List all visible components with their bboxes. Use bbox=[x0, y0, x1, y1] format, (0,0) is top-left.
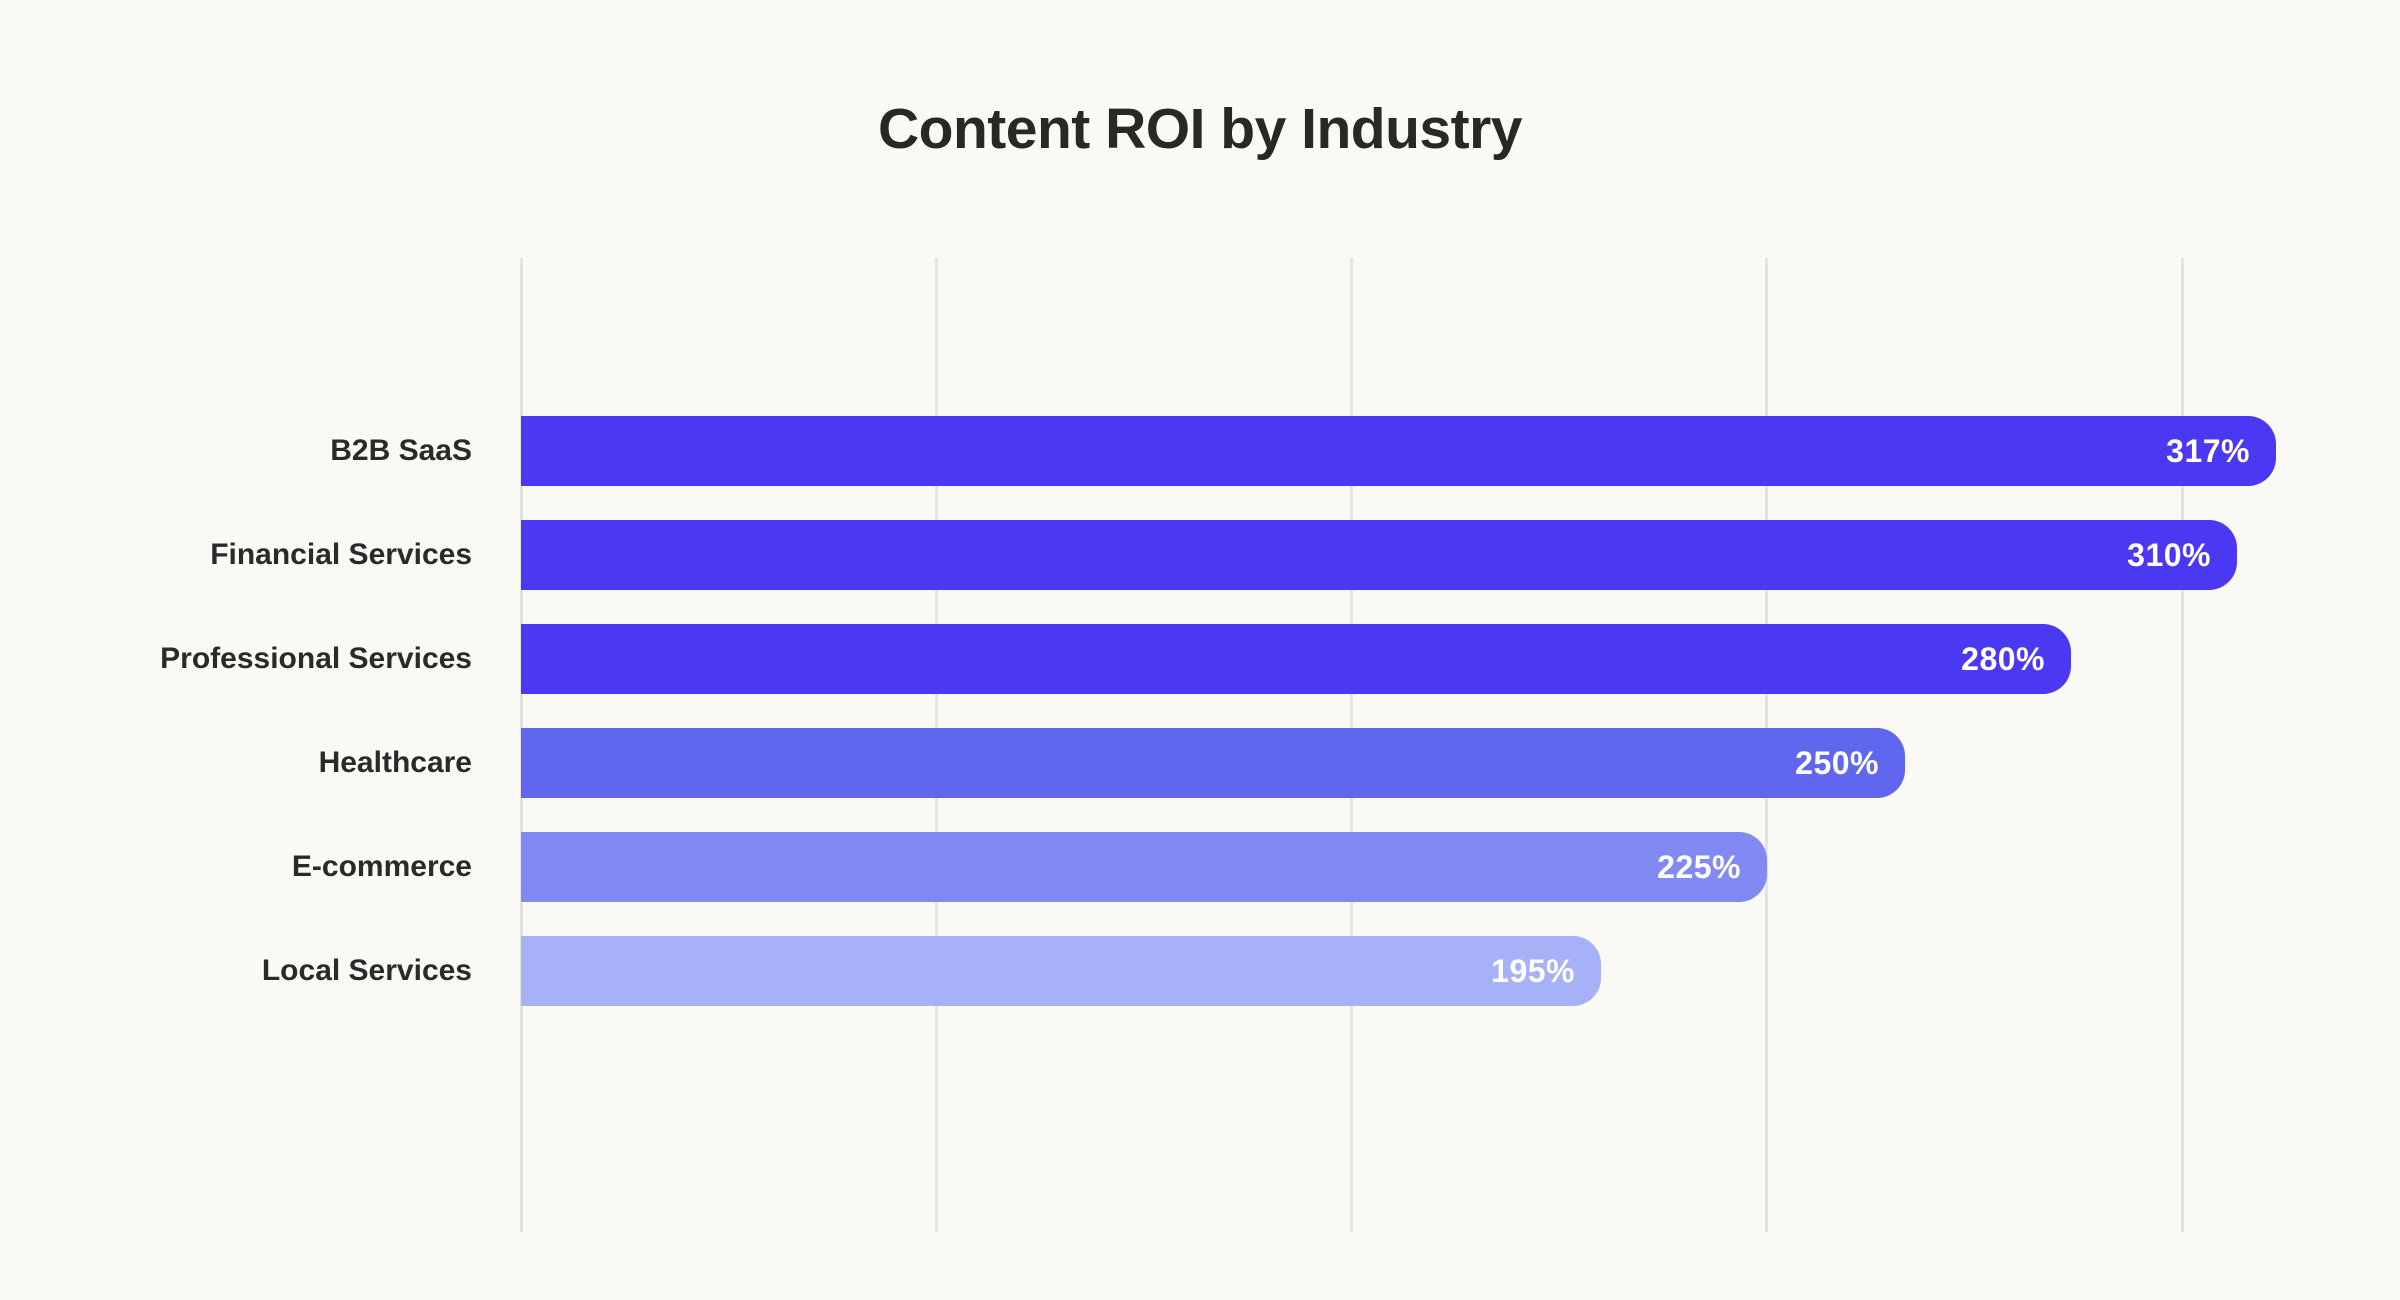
bar-row: Professional Services 280% bbox=[160, 624, 2400, 694]
bar: 310% bbox=[521, 520, 2237, 590]
category-label: B2B SaaS bbox=[330, 434, 472, 467]
bar-row: E-commerce 225% bbox=[292, 832, 2400, 902]
category-label: Healthcare bbox=[318, 746, 472, 779]
bar: 317% bbox=[521, 416, 2276, 486]
plot-area: B2B SaaS 317% Financial Services 310% Profes… bbox=[160, 258, 2400, 1232]
value-label: 250% bbox=[1795, 744, 1879, 781]
bar-row: Healthcare 250% bbox=[319, 728, 2400, 798]
value-label: 280% bbox=[1961, 640, 2045, 677]
category-label: Professional Services bbox=[160, 642, 472, 675]
category-label: Local Services bbox=[261, 954, 472, 987]
gridline bbox=[2180, 258, 2184, 1232]
bar-row: Financial Services 310% bbox=[210, 520, 2400, 590]
bar: 250% bbox=[521, 728, 1905, 798]
chart-title: Content ROI by Industry bbox=[878, 97, 1523, 161]
bar: 195% bbox=[521, 936, 1601, 1006]
value-label: 195% bbox=[1491, 952, 1575, 989]
bar: 225% bbox=[521, 832, 1767, 902]
bar-row: B2B SaaS 317% bbox=[330, 416, 2400, 486]
category-label: Financial Services bbox=[210, 538, 472, 571]
value-label: 225% bbox=[1657, 848, 1741, 885]
value-label: 317% bbox=[2166, 432, 2250, 469]
bar: 280% bbox=[521, 624, 2071, 694]
value-label: 310% bbox=[2127, 536, 2211, 573]
bar-row: Local Services 195% bbox=[262, 936, 2400, 1006]
category-label: E-commerce bbox=[291, 850, 472, 883]
